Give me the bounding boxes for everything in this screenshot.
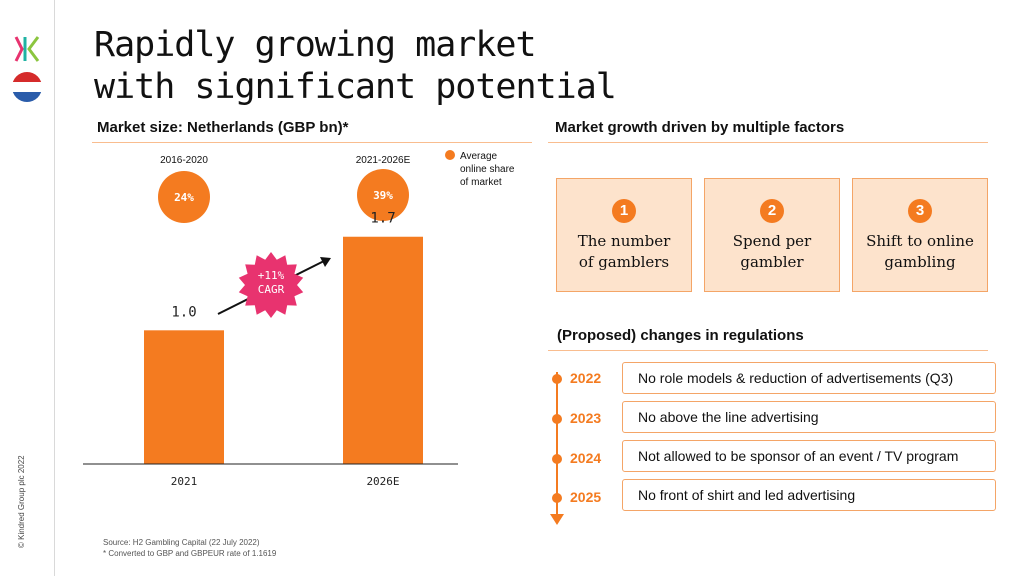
footnote: * Converted to GBP and GBPEUR rate of 1.… xyxy=(103,549,277,558)
market-size-chart: 2016-2020 2021-2026E 24% 39% Average onl… xyxy=(83,150,515,488)
regulation-item: No front of shirt and led advertising xyxy=(622,479,996,511)
regulation-item: No above the line advertising xyxy=(622,401,996,433)
bar-2021 xyxy=(144,330,224,464)
online-share-value: 39% xyxy=(373,189,393,202)
period-label: 2021-2026E xyxy=(356,155,411,166)
timeline-year: 2025 xyxy=(570,489,602,505)
factor-number: 2 xyxy=(760,199,784,223)
regulations-rule xyxy=(548,350,988,351)
factor-number: 1 xyxy=(612,199,636,223)
factor-label: Spend per gambler xyxy=(732,232,812,271)
period-label: 2016-2020 xyxy=(160,155,208,166)
timeline-line xyxy=(556,372,558,518)
regulation-text: No above the line advertising xyxy=(638,409,819,425)
x-tick-label: 2021 xyxy=(171,475,198,488)
legend-label: Average online share of market xyxy=(460,151,515,188)
timeline-dot xyxy=(552,374,562,384)
regulation-text: No front of shirt and led advertising xyxy=(638,487,856,503)
source-note: Source: H2 Gambling Capital (22 July 202… xyxy=(103,538,260,547)
timeline-dot xyxy=(552,493,562,503)
regulation-text: Not allowed to be sponsor of an event / … xyxy=(638,448,959,464)
regulation-item: No role models & reduction of advertisem… xyxy=(622,362,996,394)
factor-card-3: 3 Shift to online gambling xyxy=(852,178,988,292)
factor-label: The number of gamblers xyxy=(577,232,671,271)
factor-card-2: 2 Spend per gambler xyxy=(704,178,840,292)
timeline-dot xyxy=(552,454,562,464)
factor-card-1: 1 The number of gamblers xyxy=(556,178,692,292)
sidebar-divider xyxy=(54,0,55,576)
kindred-logo-icon xyxy=(14,36,40,62)
bar-2026E xyxy=(343,236,423,464)
regulation-text: No role models & reduction of advertisem… xyxy=(638,370,954,386)
market-size-rule xyxy=(92,142,532,143)
regulations-heading: (Proposed) changes in regulations xyxy=(557,327,804,344)
factors-heading: Market growth driven by multiple factors xyxy=(555,119,845,136)
factor-label: Shift to online gambling xyxy=(866,232,974,271)
online-share-circle xyxy=(158,171,210,223)
timeline-arrow-icon xyxy=(550,514,564,525)
online-share-circle xyxy=(357,169,409,221)
legend-marker-icon xyxy=(445,150,455,160)
cagr-arrow-head-icon xyxy=(320,257,331,267)
online-share-value: 24% xyxy=(174,191,194,204)
x-tick-label: 2026E xyxy=(366,475,399,488)
page-title: Rapidly growing market with significant … xyxy=(94,25,617,107)
netherlands-flag-icon xyxy=(12,72,42,102)
cagr-label: CAGR xyxy=(258,283,285,296)
bar-value-label: 1.0 xyxy=(171,304,196,320)
timeline-year: 2022 xyxy=(570,370,602,386)
market-size-heading: Market size: Netherlands (GBP bn)* xyxy=(97,119,349,136)
cagr-badge xyxy=(238,252,304,318)
timeline-dot xyxy=(552,414,562,424)
timeline-year: 2023 xyxy=(570,410,602,426)
regulation-item: Not allowed to be sponsor of an event / … xyxy=(622,440,996,472)
bar-value-label: 1.7 xyxy=(370,211,395,227)
timeline-year: 2024 xyxy=(570,450,602,466)
factor-number: 3 xyxy=(908,199,932,223)
factors-rule xyxy=(548,142,988,143)
cagr-label: +11% xyxy=(258,269,285,282)
